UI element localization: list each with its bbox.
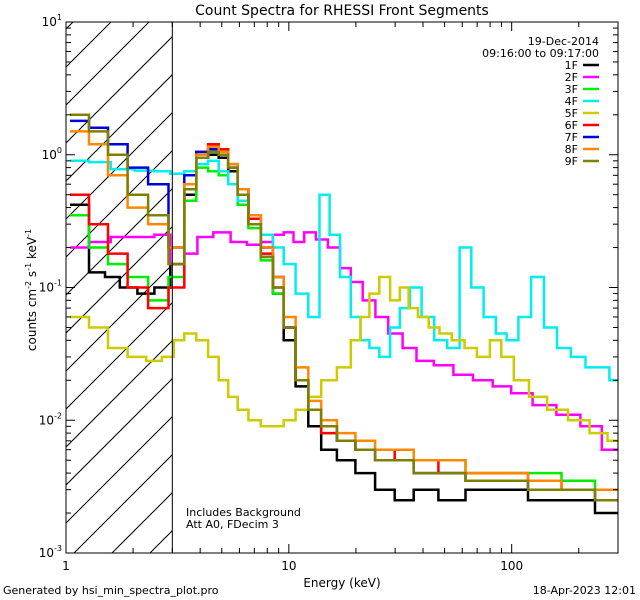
x-tick-label: 10 (281, 559, 296, 573)
hatch-line (66, 73, 173, 182)
footer-generated-by: Generated by hsi_min_spectra_plot.pro (3, 584, 219, 597)
hatch-line (66, 22, 112, 68)
x-tick-label: 1 (62, 559, 70, 573)
legend-label-5F: 5F (565, 107, 578, 120)
legend-label-8F: 8F (565, 143, 578, 156)
hatch-line (66, 35, 173, 144)
x-axis-label: Energy (keV) (303, 576, 380, 590)
series-layer (70, 113, 618, 515)
date-label: 19-Dec-2014 (528, 35, 599, 48)
series-line-4F (70, 159, 618, 382)
y-tick-label: 10-2 (39, 411, 62, 427)
series-line-2F (70, 231, 618, 451)
y-tick-label: 101 (42, 13, 62, 29)
y-tick-label: 10-1 (39, 279, 62, 295)
hatch-line (66, 22, 74, 30)
axis-ticks (65, 21, 619, 554)
hatch-line (66, 415, 173, 524)
x-tick-labels: 1 10 100 (62, 559, 523, 573)
y-tick-label: 10-3 (39, 544, 62, 560)
legend-label-4F: 4F (565, 95, 578, 108)
series-line-9F (70, 113, 618, 502)
hatch-line (66, 263, 173, 372)
y-tick-labels: 10-3 10-2 10-1 100 101 (39, 13, 62, 560)
annotation-attenuator: Att A0, FDecim 3 (186, 518, 279, 531)
series-line-5F (70, 275, 618, 443)
y-tick-label: 100 (42, 146, 62, 162)
series-line-1F (70, 153, 618, 515)
y-axis-label: counts cm-2 s-1 keV-1 (24, 229, 39, 351)
legend-label-9F: 9F (565, 155, 578, 168)
legend-label-1F: 1F (565, 59, 578, 72)
annotation-background: Includes Background (186, 506, 301, 519)
legend-label-2F: 2F (565, 71, 578, 84)
hatch-line (66, 377, 173, 486)
legend-label-6F: 6F (565, 119, 578, 132)
time-range-label: 09:16:00 to 09:17:00 (482, 47, 599, 60)
chart-title: Count Spectra for RHESSI Front Segments (195, 3, 489, 19)
hatch-line (73, 453, 173, 553)
legend-label-7F: 7F (565, 131, 578, 144)
hatch-line (66, 225, 173, 334)
legend-label-3F: 3F (565, 83, 578, 96)
footer-timestamp: 18-Apr-2023 12:01 (532, 584, 636, 597)
x-tick-label: 100 (500, 559, 523, 573)
